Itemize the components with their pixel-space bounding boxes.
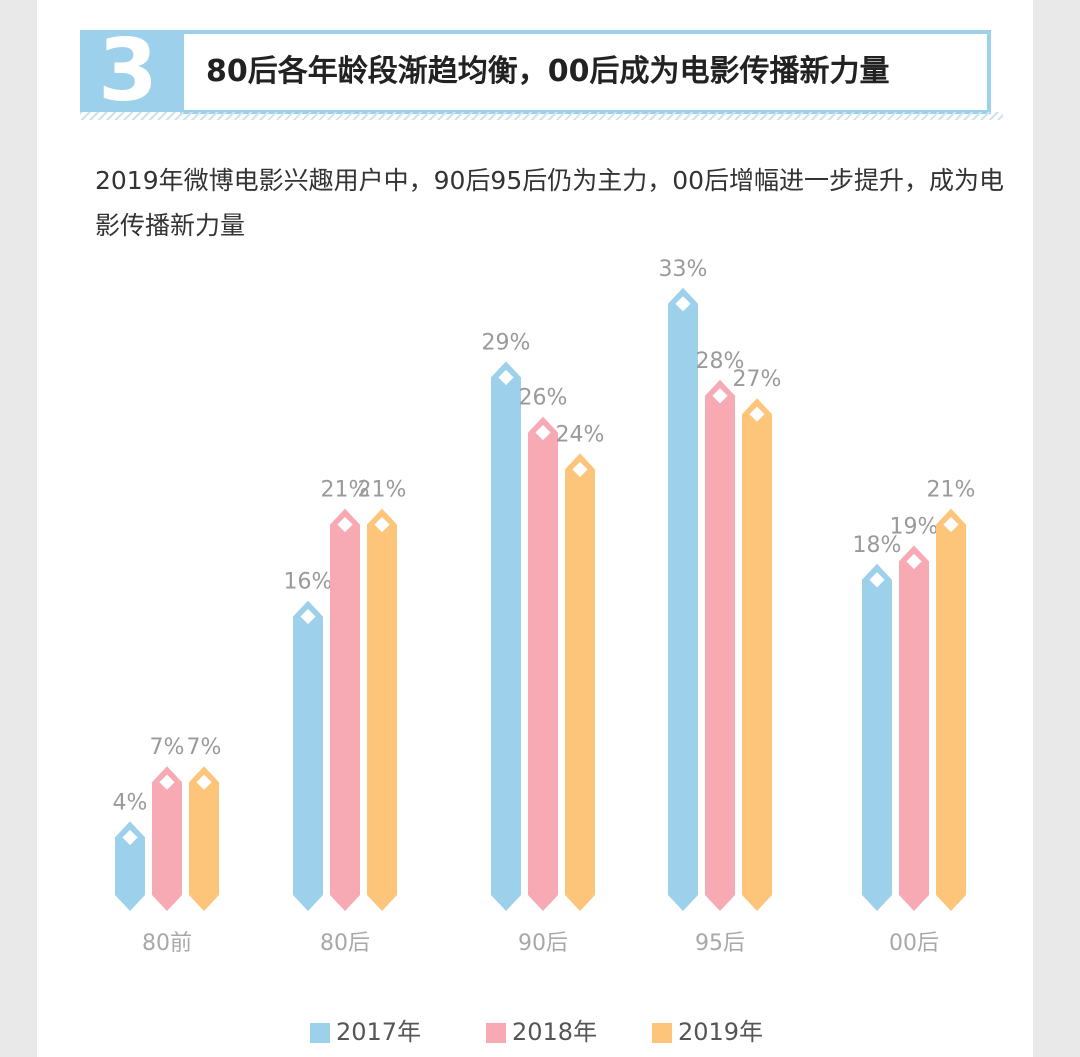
diamond-marker-80前-2019年 bbox=[193, 771, 215, 793]
bar-00后-2019年 bbox=[936, 508, 966, 911]
legend-label: 2017年 bbox=[336, 1018, 422, 1046]
data-label-90后-2017年: 29% bbox=[482, 330, 531, 355]
data-label-00后-2017年: 18% bbox=[853, 533, 902, 558]
chart-subtitle: 2019年微博电影兴趣用户中，90后95后仍为主力，00后增幅进一步提升，成为电… bbox=[95, 166, 1005, 240]
data-label-00后-2018年: 19% bbox=[890, 514, 939, 539]
bar-80后-2019年 bbox=[367, 508, 397, 911]
bar-80后-2017年 bbox=[293, 600, 323, 911]
diamond-marker-95后-2018年 bbox=[709, 385, 731, 407]
diamond-marker-80前-2017年 bbox=[119, 826, 141, 848]
bar-80前-2018年 bbox=[152, 766, 182, 911]
diamond-marker-80后-2018年 bbox=[334, 514, 356, 536]
diamond-marker-00后-2019年 bbox=[940, 514, 962, 536]
bar-80前-2017年 bbox=[115, 821, 145, 911]
data-label-95后-2017年: 33% bbox=[659, 257, 708, 282]
x-tick-label: 00后 bbox=[889, 931, 939, 956]
bar-90后-2017年 bbox=[491, 361, 521, 911]
diamond-marker-80后-2019年 bbox=[371, 514, 393, 536]
diamond-marker-95后-2019年 bbox=[746, 403, 768, 425]
x-tick-label: 80前 bbox=[142, 931, 192, 956]
diamond-marker-90后-2019年 bbox=[569, 458, 591, 480]
x-tick-label: 80后 bbox=[320, 931, 370, 956]
legend-label: 2018年 bbox=[512, 1018, 598, 1046]
diamond-marker-95后-2017年 bbox=[672, 293, 694, 315]
bar-95后-2017年 bbox=[668, 287, 698, 911]
diamond-marker-80前-2018年 bbox=[156, 771, 178, 793]
bar-90后-2018年 bbox=[528, 416, 558, 911]
data-label-90后-2019年: 24% bbox=[556, 422, 605, 447]
legend-label: 2019年 bbox=[678, 1018, 764, 1046]
chart-legend: 2017年 2018年 2019年 bbox=[0, 1012, 1080, 1052]
section-number-badge: 3 bbox=[80, 22, 180, 120]
data-label-80前-2019年: 7% bbox=[187, 735, 222, 760]
bar-95后-2018年 bbox=[705, 379, 735, 911]
x-tick-label: 95后 bbox=[695, 931, 745, 956]
diamond-marker-80后-2017年 bbox=[297, 606, 319, 628]
data-label-80前-2017年: 4% bbox=[113, 790, 148, 815]
data-label-00后-2019年: 21% bbox=[927, 478, 976, 503]
x-tick-label: 90后 bbox=[518, 931, 568, 956]
data-label-80后-2019年: 21% bbox=[358, 478, 407, 503]
bar-80前-2019年 bbox=[189, 766, 219, 911]
legend-swatch bbox=[486, 1023, 506, 1043]
hatch-divider bbox=[80, 112, 1003, 120]
data-label-80后-2017年: 16% bbox=[284, 570, 333, 595]
bar-80后-2018年 bbox=[330, 508, 360, 911]
legend-swatch bbox=[310, 1023, 330, 1043]
data-label-80后-2018年: 21% bbox=[321, 478, 370, 503]
legend-swatch bbox=[652, 1023, 672, 1043]
section-number: 3 bbox=[98, 21, 158, 121]
data-label-90后-2018年: 26% bbox=[519, 386, 568, 411]
data-label-95后-2019年: 27% bbox=[733, 367, 782, 392]
section-title: 80后各年龄段渐趋均衡，00后成为电影传播新力量 bbox=[206, 54, 890, 89]
data-label-80前-2018年: 7% bbox=[150, 735, 185, 760]
diamond-marker-00后-2017年 bbox=[866, 569, 888, 591]
bar-90后-2019年 bbox=[565, 453, 595, 911]
diamond-marker-90后-2017年 bbox=[495, 366, 517, 388]
bar-00后-2018年 bbox=[899, 545, 929, 911]
data-label-95后-2018年: 28% bbox=[696, 349, 745, 374]
bar-00后-2017年 bbox=[862, 563, 892, 911]
bar-95后-2019年 bbox=[742, 398, 772, 911]
section-header: 3 80后各年龄段渐趋均衡，00后成为电影传播新力量 bbox=[80, 22, 1003, 120]
diamond-marker-90后-2018年 bbox=[532, 422, 554, 444]
diamond-marker-00后-2018年 bbox=[903, 550, 925, 572]
